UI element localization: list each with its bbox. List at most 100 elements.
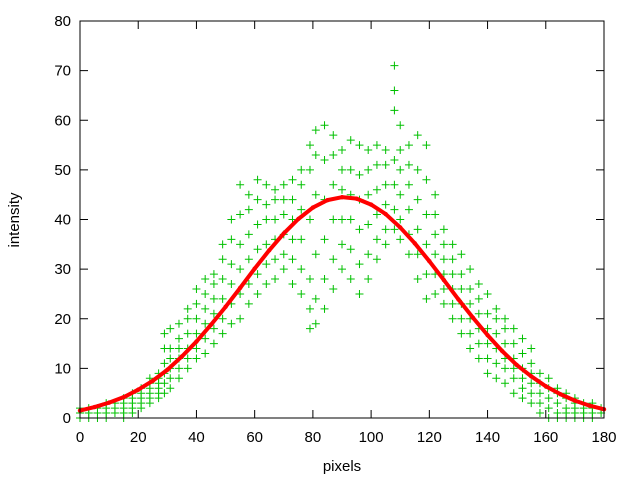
scatter-point <box>396 165 405 174</box>
y-tick-label: 40 <box>54 212 71 229</box>
scatter-point <box>305 304 314 313</box>
scatter-point <box>413 225 422 234</box>
scatter-point <box>166 324 175 333</box>
scatter-point <box>404 250 413 259</box>
scatter-point <box>404 160 413 169</box>
scatter-point <box>236 314 245 323</box>
scatter-point <box>413 131 422 140</box>
scatter-point <box>174 334 183 343</box>
scatter-point <box>311 150 320 159</box>
scatter-point <box>390 86 399 95</box>
y-tick-label: 80 <box>54 13 71 30</box>
scatter-point <box>201 349 210 358</box>
scatter-point <box>381 240 390 249</box>
scatter-point <box>364 165 373 174</box>
scatter-point <box>305 141 314 150</box>
scatter-point <box>329 131 338 140</box>
scatter-point <box>448 240 457 249</box>
scatter-point <box>355 170 364 179</box>
fit-point <box>499 348 505 354</box>
scatter-point <box>209 339 218 348</box>
scatter-point <box>562 404 571 413</box>
scatter-point <box>483 289 492 298</box>
scatter-point <box>474 339 483 348</box>
fit-point <box>558 391 563 397</box>
scatter-point <box>439 240 448 249</box>
fit-point <box>179 354 185 359</box>
scatter-point <box>422 210 431 219</box>
scatter-point <box>271 215 280 224</box>
scatter-point <box>509 324 518 333</box>
scatter-point <box>227 280 236 289</box>
scatter-point <box>364 220 373 229</box>
fit-point <box>441 277 447 283</box>
scatter-point <box>535 409 544 418</box>
scatter-point <box>271 255 280 264</box>
scatter-point <box>439 299 448 308</box>
scatter-point <box>483 324 492 333</box>
scatter-point <box>474 294 483 303</box>
scatter-point <box>227 215 236 224</box>
scatter-point <box>518 384 527 393</box>
scatter-point <box>396 235 405 244</box>
scatter-point <box>466 344 475 353</box>
scatter-point <box>396 146 405 155</box>
scatter-point <box>492 359 501 368</box>
fit-point <box>296 216 301 222</box>
scatter-point <box>448 314 457 323</box>
scatter-point <box>492 374 501 383</box>
scatter-point <box>288 175 297 184</box>
scatter-point <box>329 284 338 293</box>
scatter-point <box>338 146 346 155</box>
x-tick-label: 180 <box>591 429 616 446</box>
scatter-point <box>338 185 346 194</box>
fit-curve <box>77 194 607 413</box>
scatter-point <box>381 200 390 209</box>
scatter-point <box>527 344 536 353</box>
scatter-point <box>320 304 329 313</box>
fit-point <box>150 378 155 383</box>
scatter-point <box>439 225 448 234</box>
scatter-point <box>346 165 355 174</box>
scatter-point <box>174 364 183 373</box>
fit-point <box>368 202 374 207</box>
scatter-point <box>457 329 466 338</box>
scatter-point <box>448 255 457 264</box>
scatter-point <box>413 250 422 259</box>
scatter-point <box>527 359 536 368</box>
scatter-point <box>305 324 314 333</box>
scatter-point <box>288 195 297 204</box>
scatter-point <box>439 255 448 264</box>
scatter-point <box>209 294 218 303</box>
scatter-point <box>483 309 492 318</box>
y-tick-label: 10 <box>54 360 71 377</box>
scatter-point <box>527 399 536 408</box>
scatter-point <box>396 190 405 199</box>
scatter-point <box>457 250 466 259</box>
x-tick-labels: 0 20 40 60 80 100 120 140 160 180 <box>76 429 617 446</box>
fit-point <box>529 374 534 379</box>
scatter-point <box>390 155 399 164</box>
scatter-point <box>413 195 422 204</box>
scatter-point <box>262 200 271 209</box>
fit-point <box>310 205 316 210</box>
scatter-point <box>474 354 483 363</box>
y-tick-label: 50 <box>54 162 71 179</box>
scatter-point <box>218 240 227 249</box>
scatter-point <box>297 265 306 274</box>
scatter-point <box>279 250 288 259</box>
scatter-point <box>457 270 466 279</box>
x-tick-label: 0 <box>76 429 84 446</box>
scatter-point <box>174 374 183 383</box>
x-axis-label: pixels <box>323 458 361 475</box>
scatter-point <box>355 260 364 269</box>
scatter-point <box>422 270 431 279</box>
scatter-point <box>535 389 544 398</box>
scatter-point <box>311 126 320 135</box>
scatter-point <box>364 275 373 284</box>
scatter-point <box>218 314 227 323</box>
fit-point <box>165 367 170 373</box>
fit-point <box>92 404 97 410</box>
scatter-point <box>271 185 280 194</box>
